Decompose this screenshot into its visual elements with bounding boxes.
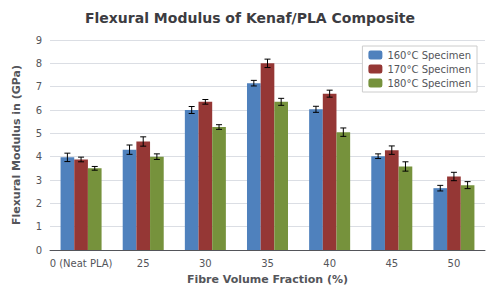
svg-text:Fibre Volume Fraction (%): Fibre Volume Fraction (%)	[187, 273, 348, 286]
svg-text:160°C Specimen: 160°C Specimen	[387, 50, 471, 61]
svg-text:0 (Neat PLA): 0 (Neat PLA)	[50, 258, 113, 269]
svg-text:180°C Specimen: 180°C Specimen	[387, 78, 471, 89]
svg-text:45: 45	[385, 258, 398, 269]
svg-text:50: 50	[448, 258, 461, 269]
svg-text:6: 6	[36, 105, 42, 116]
svg-text:8: 8	[36, 58, 42, 69]
svg-text:5: 5	[36, 128, 42, 139]
svg-text:Flexural Modulus of Kenaf/PLA: Flexural Modulus of Kenaf/PLA Composite	[85, 10, 415, 26]
svg-text:7: 7	[36, 81, 42, 92]
svg-text:Flexural Modulus in (GPa): Flexural Modulus in (GPa)	[10, 65, 23, 225]
svg-text:35: 35	[261, 258, 274, 269]
svg-text:9: 9	[36, 35, 42, 46]
svg-text:30: 30	[199, 258, 212, 269]
svg-text:25: 25	[137, 258, 150, 269]
svg-text:170°C Specimen: 170°C Specimen	[387, 64, 471, 75]
svg-text:3: 3	[36, 175, 42, 186]
svg-text:0: 0	[36, 245, 42, 256]
svg-text:4: 4	[36, 151, 42, 162]
svg-text:1: 1	[36, 221, 42, 232]
svg-text:40: 40	[323, 258, 336, 269]
svg-text:2: 2	[36, 198, 42, 209]
